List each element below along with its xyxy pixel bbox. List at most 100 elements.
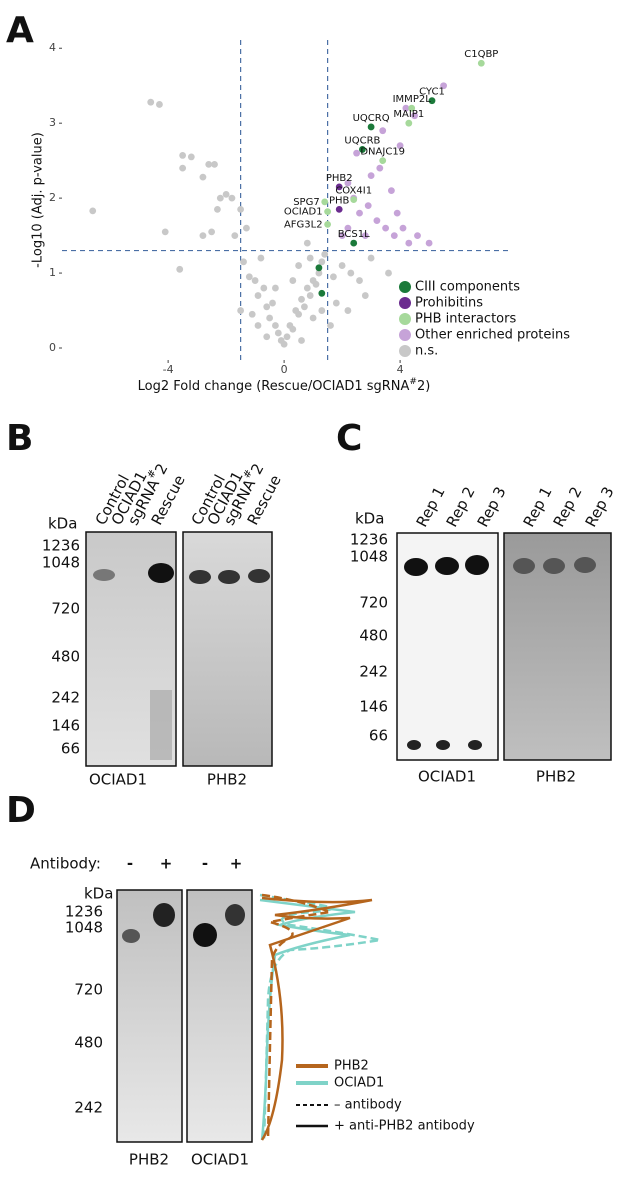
blot-panel-b: kDa OCIAD1 PHB2 (48, 515, 273, 789)
blot-label: PHB2 (536, 768, 576, 786)
marker-label: 1236 (65, 903, 103, 921)
marker-label: 146 (51, 717, 80, 735)
point (269, 299, 276, 307)
point (280, 340, 288, 348)
blot-label: PHB2 (129, 1151, 169, 1169)
point (263, 303, 271, 311)
band (153, 903, 175, 927)
band (193, 923, 217, 947)
marker-label: 480 (359, 627, 388, 645)
point (414, 232, 421, 239)
band (122, 929, 140, 943)
band (468, 740, 482, 750)
point-label: MAIP1 (393, 109, 424, 120)
lane-sign: - (202, 855, 208, 873)
point (214, 205, 221, 213)
point (176, 265, 184, 273)
lane-label: Rep 3 (474, 484, 510, 530)
legend-label: + anti-PHB2 antibody (334, 1119, 475, 1134)
panel-label: B (6, 418, 33, 459)
marker-label: 146 (359, 698, 388, 716)
point (367, 123, 375, 131)
point (385, 269, 392, 277)
y-tick-label: 1 (49, 266, 56, 279)
point (338, 262, 346, 269)
panel-label: C (336, 418, 362, 459)
legend-label: PHB interactors (415, 312, 516, 327)
point (301, 303, 308, 311)
point (263, 333, 271, 341)
band (435, 557, 459, 575)
point (211, 161, 218, 168)
point (330, 273, 337, 281)
legend-swatch (399, 345, 411, 357)
point (237, 307, 245, 314)
x-tick-label: 0 (281, 363, 288, 376)
point (187, 153, 195, 161)
blot-label: OCIAD1 (418, 768, 476, 786)
point (315, 264, 323, 272)
blot (182, 531, 273, 767)
point (344, 179, 352, 187)
point (245, 273, 253, 281)
kda-label: kDa (84, 885, 113, 903)
point (411, 112, 419, 120)
point (321, 198, 329, 206)
point (272, 322, 279, 329)
profile-trace (261, 893, 335, 1141)
point (272, 284, 279, 292)
point (350, 196, 358, 204)
marker-label: 66 (61, 740, 80, 758)
band (404, 558, 428, 576)
band (465, 555, 489, 575)
point-label: COX4I1 (335, 186, 372, 197)
legend-label: – antibody (334, 1098, 402, 1113)
marker-label: 720 (74, 981, 103, 999)
x-axis-label-part: 2) (417, 379, 430, 394)
y-tick-label: 2 (49, 191, 56, 204)
point (318, 289, 326, 297)
point (399, 224, 407, 232)
kda-label: kDa (355, 510, 384, 528)
marker-label: 242 (51, 689, 80, 707)
point (361, 292, 369, 299)
point-label: OCIAD1 (284, 207, 323, 218)
x-axis-label: Log2 Fold change (Rescue/OCIAD1 sgRNA#2) (138, 377, 431, 394)
point (295, 262, 303, 269)
legend-swatch (399, 313, 411, 325)
point (379, 157, 387, 165)
legend-swatch (399, 297, 411, 309)
marker-label: 720 (359, 594, 388, 612)
point-label: PHB2 (326, 173, 353, 184)
x-axis-label-part: Log2 Fold change (Rescue/OCIAD1 sgRNA (138, 379, 410, 394)
marker-label: 242 (359, 663, 388, 681)
point (393, 209, 401, 217)
blot-label: OCIAD1 (191, 1151, 249, 1169)
point (390, 232, 398, 239)
point (274, 329, 282, 337)
lane-sign: - (127, 855, 133, 873)
point (367, 254, 375, 262)
marker-label: 1236 (350, 531, 388, 549)
y-tick-label: 4 (49, 41, 56, 54)
point (396, 142, 404, 150)
point (364, 202, 372, 210)
point (240, 258, 247, 266)
point (222, 190, 230, 198)
point (237, 205, 245, 213)
point (89, 207, 97, 215)
point (254, 292, 262, 299)
point (344, 224, 352, 232)
point (338, 232, 346, 239)
band (189, 570, 211, 584)
point (298, 295, 305, 303)
y-axis-label: -Log10 (Adj. p-value) (31, 132, 46, 268)
point (335, 205, 343, 213)
blot-panel-d: Antibody: - + - + kDa PHB2 OCIAD1 PHB2 O… (30, 855, 475, 1169)
point (283, 333, 291, 341)
legend-label: Other enriched proteins (415, 328, 570, 343)
blot (116, 889, 183, 1143)
point (147, 98, 155, 106)
marker-label: 1048 (350, 548, 388, 566)
point (477, 59, 485, 67)
